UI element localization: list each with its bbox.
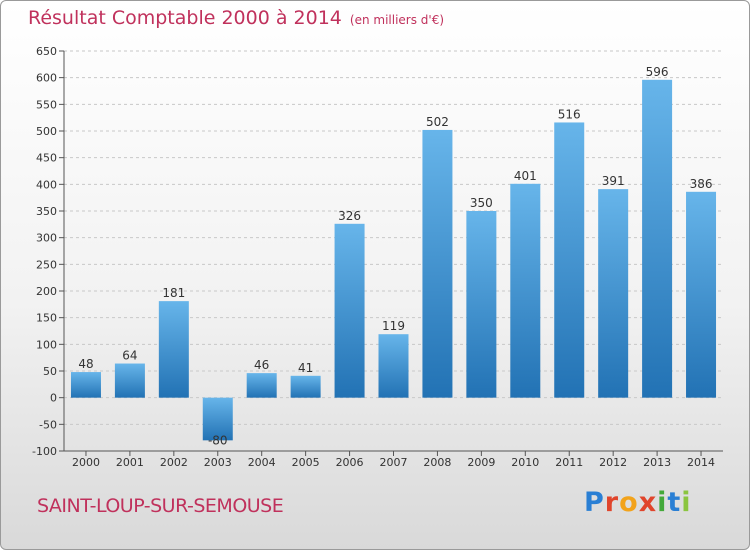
y-tick-label: 650	[36, 45, 57, 58]
bar	[554, 122, 585, 398]
x-tick-labels: 2000 2001 2002 2003 2004 2005 2006 2007 2008 2009…	[72, 451, 715, 469]
title-text: Résultat Comptable 2000 à 2014	[28, 7, 342, 29]
bar-value-label: 502	[426, 115, 449, 129]
y-tick-label: 450	[36, 152, 57, 165]
bar	[114, 363, 145, 398]
y-tick-label: 100	[36, 338, 57, 351]
bar	[246, 373, 277, 398]
commune-name: SAINT-LOUP-SUR-SEMOUSE	[37, 495, 284, 517]
y-tick-label: -50	[39, 418, 57, 431]
y-tick-label: -100	[32, 445, 57, 458]
x-tick-label: 2013	[643, 456, 671, 469]
x-tick-label: 2007	[380, 456, 408, 469]
y-tick-label: 350	[36, 205, 57, 218]
bar-value-label: 401	[514, 169, 537, 183]
x-tick-label: 2011	[555, 456, 583, 469]
bar-value-label: 41	[298, 361, 313, 375]
y-tick-label: 300	[36, 232, 57, 245]
bar-value-label: 350	[470, 196, 493, 210]
proxiti-logo: Proxiti	[584, 487, 692, 518]
bar	[598, 189, 629, 398]
x-tick-label: 2004	[248, 456, 276, 469]
bar-value-label: 596	[646, 65, 669, 79]
value-labels: 48 64 181 -80 46 41 326 119 502 350 401 516 391 596 38…	[78, 65, 712, 448]
bar-value-label: 386	[690, 177, 713, 191]
y-tick-label: 50	[43, 365, 57, 378]
y-tick-label: 550	[36, 98, 57, 111]
bar-value-label: 46	[254, 358, 269, 372]
x-tick-label: 2002	[160, 456, 188, 469]
y-tick-label: 250	[36, 258, 57, 271]
bar-value-label: -80	[208, 433, 228, 447]
bar	[510, 183, 541, 398]
y-tick-label: 0	[50, 392, 57, 405]
bars	[70, 79, 717, 441]
logo-letter: x	[638, 487, 658, 518]
bar-value-label: 516	[558, 107, 581, 121]
bar	[466, 211, 497, 398]
x-tick-label: 2014	[687, 456, 715, 469]
x-tick-label: 2006	[336, 456, 364, 469]
logo-letter: r	[604, 487, 620, 518]
bar-value-label: 391	[602, 174, 625, 188]
logo-letter: o	[619, 487, 639, 518]
x-tick-label: 2012	[599, 456, 627, 469]
x-tick-label: 2005	[292, 456, 320, 469]
logo-letter: P	[584, 487, 605, 518]
y-tick-label: 500	[36, 125, 57, 138]
bar	[686, 191, 717, 398]
bar	[334, 223, 365, 398]
bar-value-label: 48	[78, 357, 93, 371]
y-tick-label: 150	[36, 312, 57, 325]
x-tick-label: 2010	[511, 456, 539, 469]
bar	[422, 129, 453, 398]
chart-title: Résultat Comptable 2000 à 2014 (en millie…	[28, 7, 444, 29]
y-tick-label: 400	[36, 178, 57, 191]
title-unit: (en milliers d'€)	[349, 13, 445, 27]
bar	[378, 334, 409, 398]
x-tick-label: 2000	[72, 456, 100, 469]
bar	[642, 79, 673, 398]
bar-value-label: 119	[382, 319, 405, 333]
bar-value-label: 64	[122, 349, 137, 363]
logo-letter: i	[681, 487, 692, 518]
y-tick-label: 600	[36, 72, 57, 85]
x-tick-label: 2009	[467, 456, 495, 469]
bar	[70, 372, 101, 398]
y-tick-labels: -100 -50 0 50 100 150 200 250 300 350 400 450 500 550…	[32, 45, 57, 458]
bar	[158, 301, 189, 398]
bar	[202, 397, 233, 441]
bar-value-label: 181	[162, 286, 185, 300]
x-tick-label: 2008	[423, 456, 451, 469]
bar	[290, 375, 321, 398]
x-tick-label: 2003	[204, 456, 232, 469]
bar-value-label: 326	[338, 209, 361, 223]
x-tick-label: 2001	[116, 456, 144, 469]
y-tick-label: 200	[36, 285, 57, 298]
logo-letter: t	[667, 487, 682, 518]
logo-letter: i	[657, 487, 668, 518]
